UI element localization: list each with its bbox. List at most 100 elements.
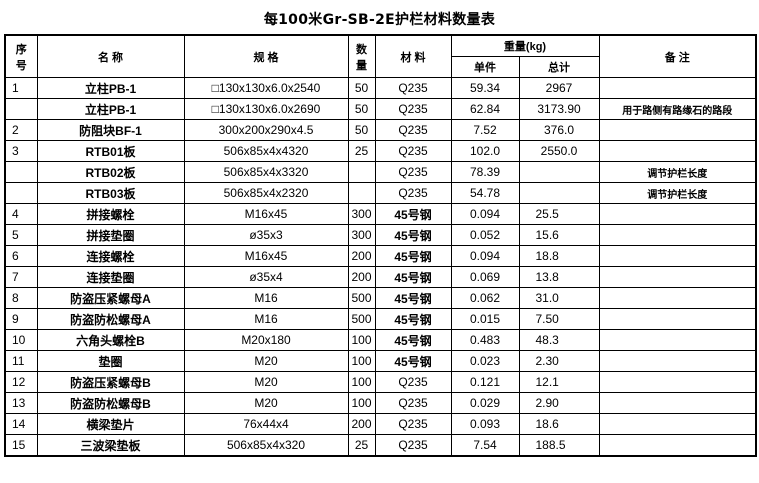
cell-seq: 1	[4, 77, 38, 99]
header-note: 备 注	[598, 34, 757, 78]
cell-name: 防盗防松螺母B	[36, 392, 185, 414]
materials-table: 序号 名 称 规 格 数量 材 料 重量(kg) 备 注 单件 总计 1 立柱PB…	[4, 34, 758, 457]
table-row: 13 防盗防松螺母B M20 100 Q235 0.029 2.90	[4, 392, 757, 414]
cell-spec: □130x130x6.0x2540	[183, 77, 349, 99]
cell-note	[598, 245, 757, 267]
header-seq-bottom: 号	[15, 59, 27, 72]
cell-name: RTB01板	[36, 140, 185, 162]
cell-total: 2967	[518, 77, 600, 99]
cell-note	[598, 308, 757, 330]
cell-seq: 11	[4, 350, 38, 372]
table-row: 7 连接垫圈 ø35x4 200 45号钢 0.069 13.8	[4, 266, 757, 288]
cell-unit: 7.54	[450, 434, 520, 457]
cell-seq: 6	[4, 245, 38, 267]
cell-spec: 300x200x290x4.5	[183, 119, 349, 141]
cell-name: 防阻块BF-1	[36, 119, 185, 141]
table-row: 5 拼接垫圈 ø35x3 300 45号钢 0.052 15.6	[4, 224, 757, 246]
cell-note	[598, 392, 757, 414]
cell-qty: 300	[347, 224, 376, 246]
cell-qty	[347, 161, 376, 183]
table-title: 每100米Gr-SB-2E护栏材料数量表	[263, 12, 496, 28]
cell-note	[598, 266, 757, 288]
cell-spec: 506x85x4x3320	[183, 161, 349, 183]
cell-spec: ø35x3	[183, 224, 349, 246]
header-weight: 重量(kg)	[450, 34, 600, 57]
cell-total: 2.30	[518, 350, 600, 372]
table-row: 立柱PB-1 □130x130x6.0x2690 50 Q235 62.84 3173.9…	[4, 98, 757, 120]
cell-material: 45号钢	[374, 287, 452, 309]
cell-total	[518, 161, 600, 183]
cell-name: RTB02板	[36, 161, 185, 183]
cell-total: 15.6	[518, 224, 600, 246]
cell-total: 48.3	[518, 329, 600, 351]
cell-unit: 0.093	[450, 413, 520, 435]
cell-unit: 54.78	[450, 182, 520, 204]
header-seq-top: 序	[15, 43, 27, 56]
cell-name: 六角头螺栓B	[36, 329, 185, 351]
cell-qty: 100	[347, 329, 376, 351]
header-unit-weight: 单件	[450, 56, 520, 78]
table-row: RTB03板 506x85x4x2320 Q235 54.78 调节护栏长度	[4, 182, 757, 204]
cell-note	[598, 224, 757, 246]
cell-spec: □130x130x6.0x2690	[183, 98, 349, 120]
table-row: 11 垫圈 M20 100 45号钢 0.023 2.30	[4, 350, 757, 372]
cell-seq	[4, 98, 38, 120]
cell-seq: 4	[4, 203, 38, 225]
header-spec: 规 格	[183, 34, 349, 78]
cell-name: 防盗压紧螺母B	[36, 371, 185, 393]
cell-spec: 506x85x4x4320	[183, 140, 349, 162]
cell-unit: 0.069	[450, 266, 520, 288]
header-qty-top: 数	[356, 43, 367, 56]
cell-spec: M16	[183, 308, 349, 330]
cell-unit: 0.483	[450, 329, 520, 351]
cell-unit: 7.52	[450, 119, 520, 141]
cell-seq	[4, 182, 38, 204]
table-row: 6 连接螺栓 M16x45 200 45号钢 0.094 18.8	[4, 245, 757, 267]
cell-total: 376.0	[518, 119, 600, 141]
table-row: 15 三波梁垫板 506x85x4x320 25 Q235 7.54 188.5	[4, 434, 757, 457]
cell-qty: 500	[347, 308, 376, 330]
cell-qty: 100	[347, 350, 376, 372]
cell-name: 垫圈	[36, 350, 185, 372]
cell-material: Q235	[374, 119, 452, 141]
cell-spec: M16x45	[183, 245, 349, 267]
cell-seq: 9	[4, 308, 38, 330]
cell-total: 31.0	[518, 287, 600, 309]
cell-note	[598, 77, 757, 99]
cell-note	[598, 119, 757, 141]
cell-material: Q235	[374, 413, 452, 435]
cell-qty: 100	[347, 371, 376, 393]
cell-name: 立柱PB-1	[36, 77, 185, 99]
cell-material: Q235	[374, 98, 452, 120]
cell-qty: 300	[347, 203, 376, 225]
cell-seq: 8	[4, 287, 38, 309]
cell-unit: 78.39	[450, 161, 520, 183]
cell-qty: 50	[347, 119, 376, 141]
table-row: 12 防盗压紧螺母B M20 100 Q235 0.121 12.1	[4, 371, 757, 393]
table-row: 1 立柱PB-1 □130x130x6.0x2540 50 Q235 59.34 2967	[4, 77, 757, 99]
cell-spec: M20	[183, 371, 349, 393]
cell-material: Q235	[374, 140, 452, 162]
cell-spec: 506x85x4x2320	[183, 182, 349, 204]
cell-unit: 0.121	[450, 371, 520, 393]
cell-qty	[347, 182, 376, 204]
cell-name: RTB03板	[36, 182, 185, 204]
cell-name: 横梁垫片	[36, 413, 185, 435]
cell-material: Q235	[374, 371, 452, 393]
cell-total: 188.5	[518, 434, 600, 457]
cell-material: Q235	[374, 77, 452, 99]
cell-unit: 0.094	[450, 203, 520, 225]
cell-name: 连接垫圈	[36, 266, 185, 288]
cell-name: 三波梁垫板	[36, 434, 185, 457]
table-row: 9 防盗防松螺母A M16 500 45号钢 0.015 7.50	[4, 308, 757, 330]
cell-material: 45号钢	[374, 245, 452, 267]
cell-spec: M16x45	[183, 203, 349, 225]
header-total-weight: 总计	[518, 56, 600, 78]
cell-name: 拼接垫圈	[36, 224, 185, 246]
cell-note	[598, 329, 757, 351]
cell-seq: 10	[4, 329, 38, 351]
cell-total: 2550.0	[518, 140, 600, 162]
cell-material: 45号钢	[374, 329, 452, 351]
cell-name: 防盗防松螺母A	[36, 308, 185, 330]
cell-material: 45号钢	[374, 350, 452, 372]
